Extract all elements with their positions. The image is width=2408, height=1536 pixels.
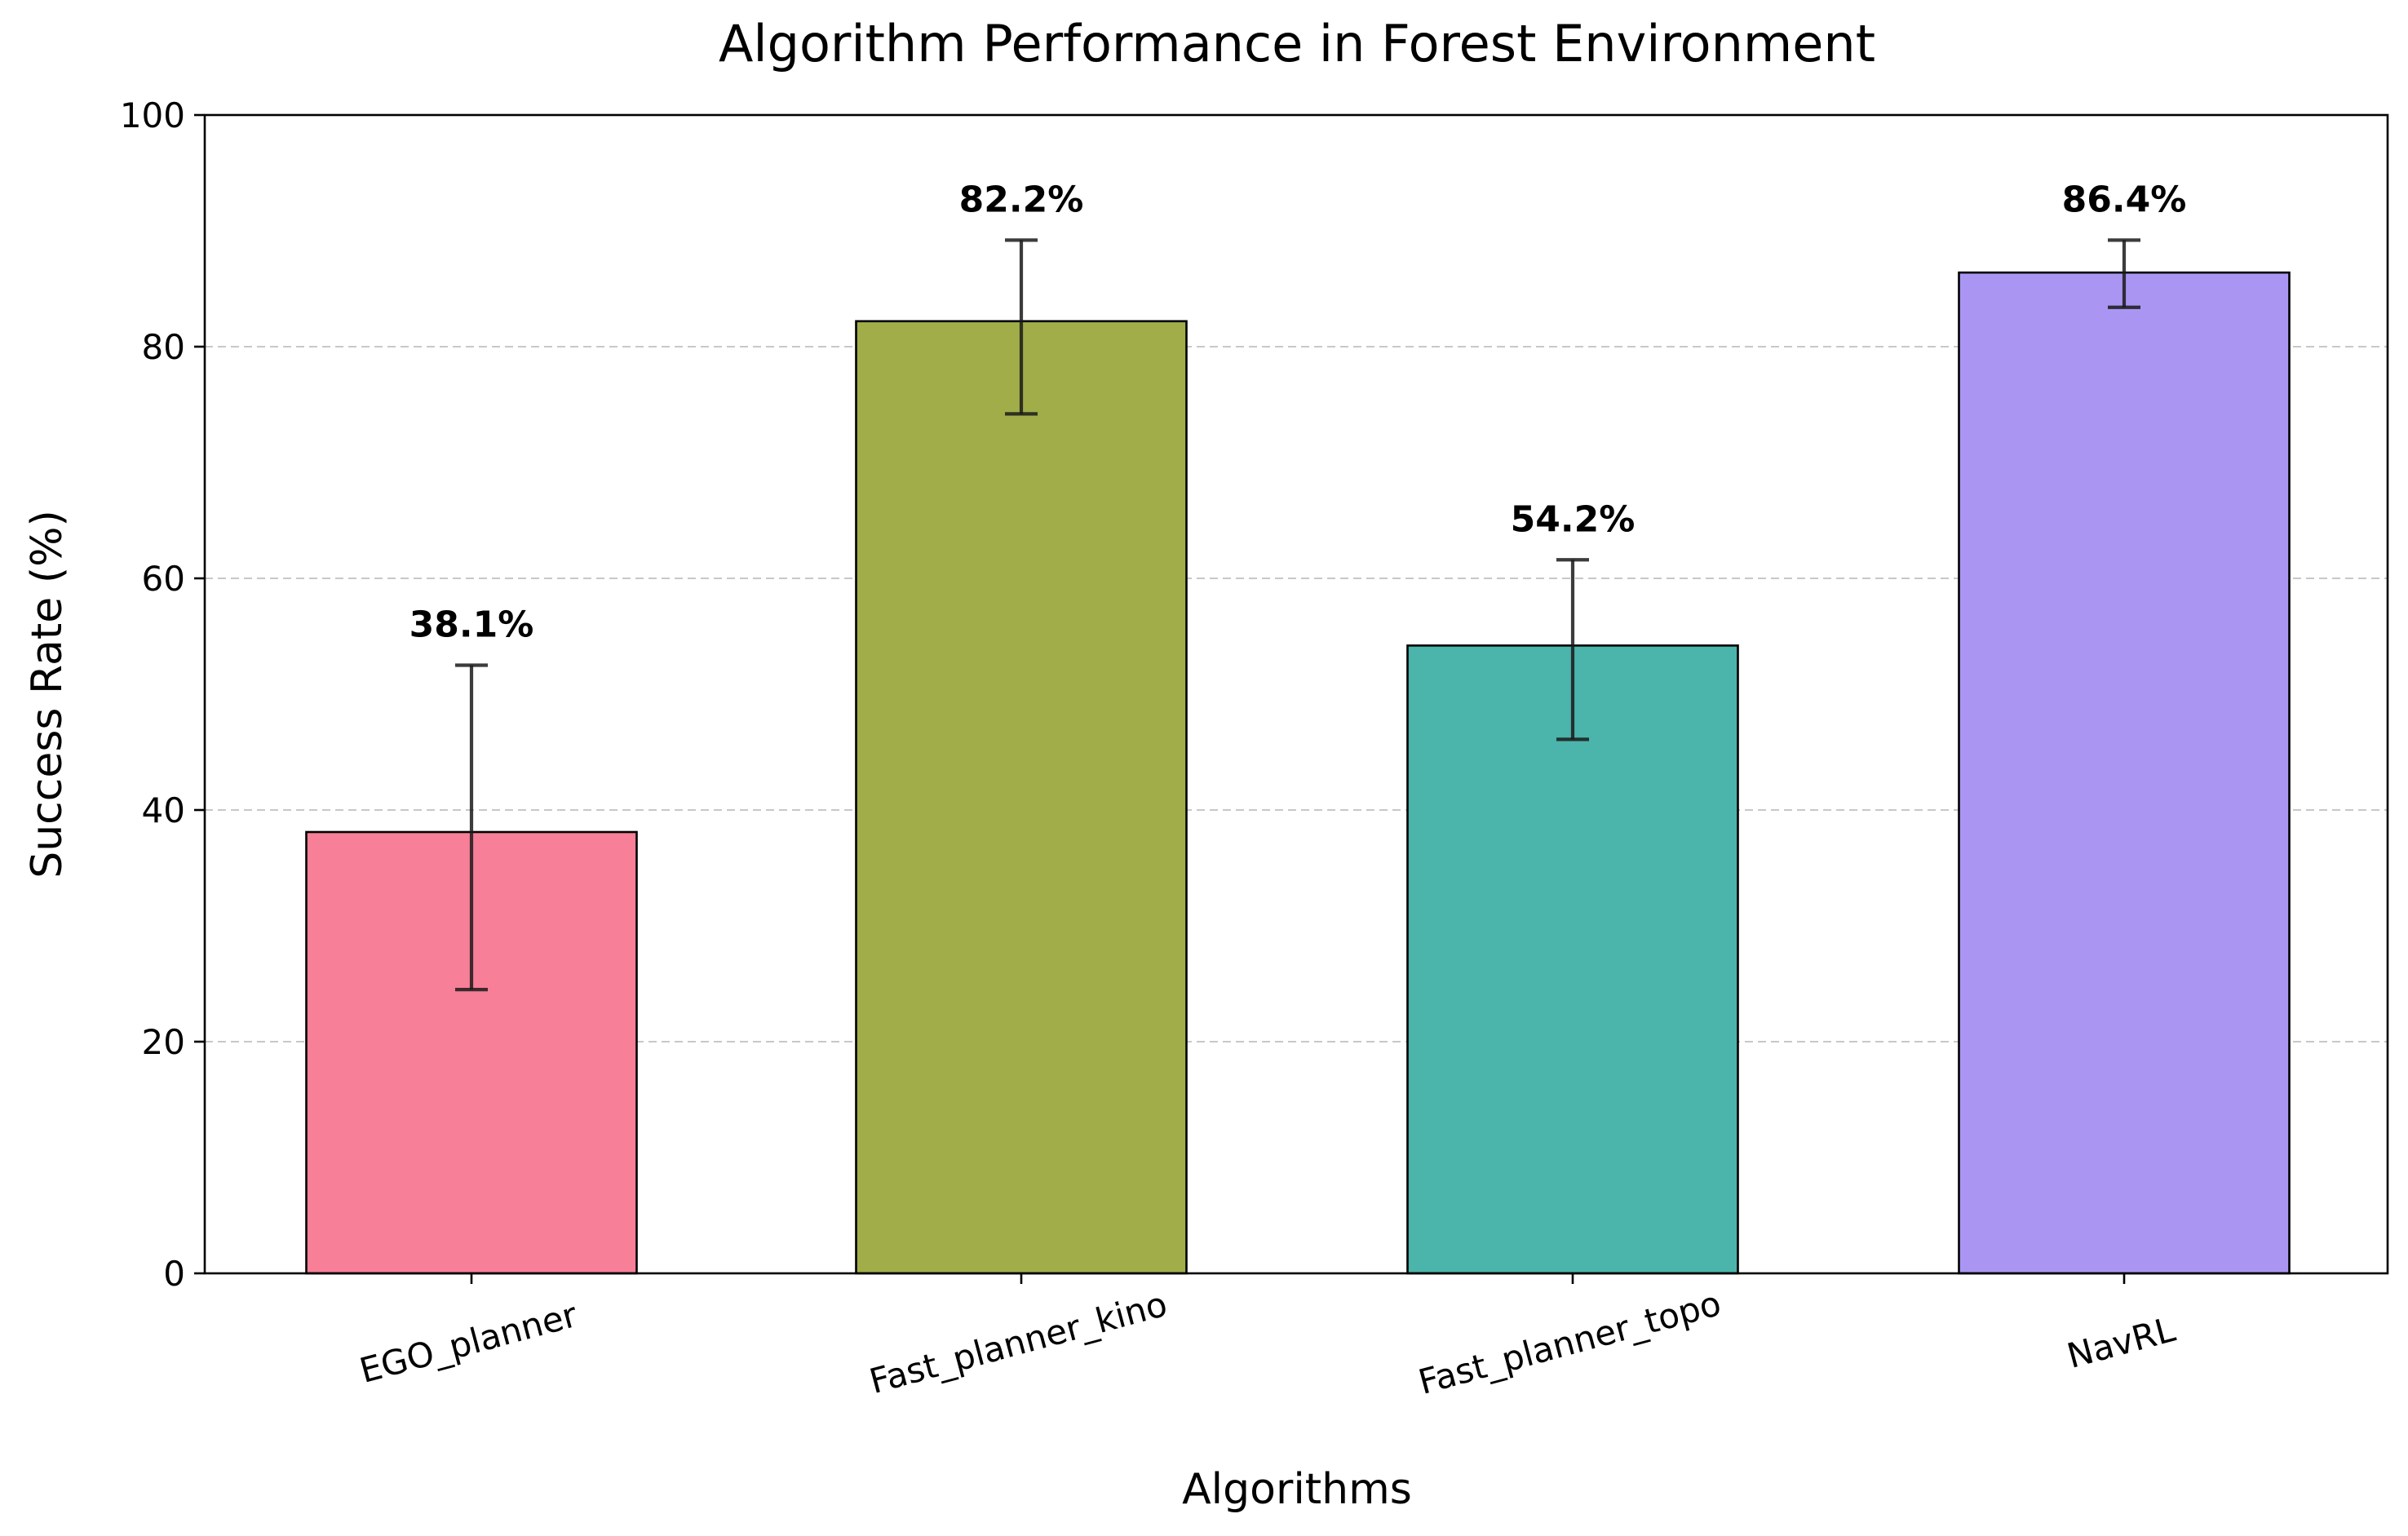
chart-title: Algorithm Performance in Forest Environm…	[719, 14, 1875, 73]
y-tick-label: 40	[142, 790, 185, 830]
y-tick-label: 100	[120, 95, 185, 135]
data-label-Fast_planner_kino: 82.2%	[959, 179, 1084, 220]
y-axis-ticks: 0 20 40 60 80 100	[120, 95, 205, 1294]
y-tick-label: 20	[142, 1022, 185, 1062]
y-tick-label: 60	[142, 559, 185, 599]
data-labels: 38.1% 82.2% 54.2% 86.4%	[409, 179, 2187, 645]
bar-NavRL	[1958, 271, 2291, 1275]
error-bar-EGO_planner	[455, 663, 488, 992]
bar-Fast_planner_kino	[855, 320, 1188, 1275]
error-bar-Fast_planner_kino	[1005, 238, 1038, 416]
data-label-EGO_planner: 38.1%	[409, 604, 534, 646]
error-bar-NavRL	[2108, 238, 2140, 309]
error-bar-Fast_planner_topo	[1556, 558, 1589, 741]
y-tick-label: 80	[142, 327, 185, 367]
y-tick-label: 0	[163, 1254, 185, 1294]
x-axis-label: Algorithms	[1182, 1465, 1412, 1514]
y-axis-label: Success Rate (%)	[23, 510, 72, 879]
plot-frame	[203, 113, 2389, 1275]
error-bars	[455, 238, 2140, 992]
bar-Fast_planner_topo	[1406, 644, 1739, 1275]
data-label-Fast_planner_topo: 54.2%	[1511, 498, 1636, 540]
data-label-NavRL: 86.4%	[2062, 179, 2187, 220]
